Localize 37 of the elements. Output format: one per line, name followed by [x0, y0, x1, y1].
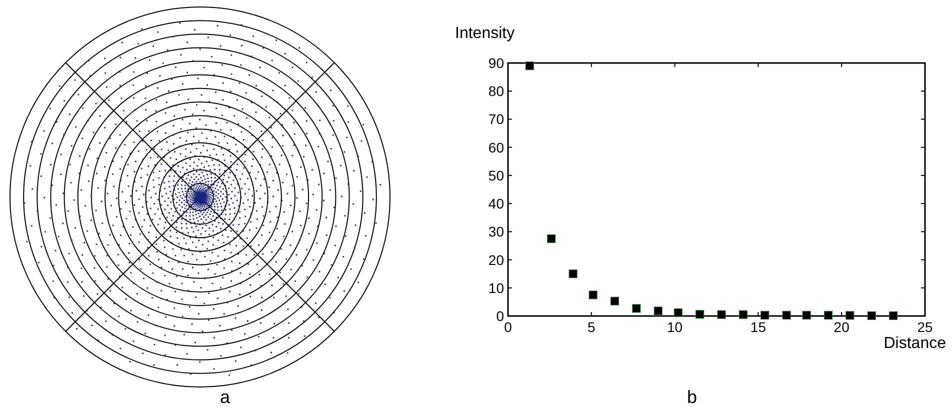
point: [654, 306, 662, 316]
point: [846, 311, 854, 320]
point: [696, 310, 704, 319]
point: [782, 310, 791, 320]
point: [547, 234, 556, 243]
point: [588, 290, 598, 300]
y-tick-label: 20: [488, 252, 504, 268]
point: [867, 311, 876, 320]
point: [760, 310, 770, 320]
y-tick-label: 60: [488, 139, 504, 156]
point: [610, 296, 620, 306]
y-tick-label: 70: [488, 111, 504, 128]
y-tick-label: 50: [488, 167, 504, 184]
point: [802, 310, 811, 320]
point: [568, 270, 578, 278]
text: b: [686, 387, 698, 407]
y-tick-label: 0: [496, 308, 504, 324]
y-axis-title: Intensity: [455, 25, 515, 42]
y-tick-label: 80: [488, 83, 504, 100]
point: [632, 304, 641, 313]
text: a: [220, 387, 231, 407]
y-tick-label: 90: [488, 55, 504, 71]
x-tick-label: 25: [917, 319, 933, 335]
x-tick-label: 15: [750, 319, 766, 335]
point: [738, 310, 748, 319]
x-tick-label: 10: [667, 319, 683, 335]
point: [824, 310, 833, 320]
x-tick-label: 20: [834, 319, 850, 335]
y-tick-label: 40: [488, 196, 504, 212]
y-tick-label: 10: [488, 280, 504, 296]
point: [889, 311, 898, 320]
point: [525, 62, 534, 70]
x-tick-label: 5: [588, 319, 596, 335]
point: [717, 310, 726, 319]
point: [674, 308, 682, 317]
y-tick-label: 30: [488, 224, 504, 240]
x-axis-title: Distance: [884, 335, 946, 352]
